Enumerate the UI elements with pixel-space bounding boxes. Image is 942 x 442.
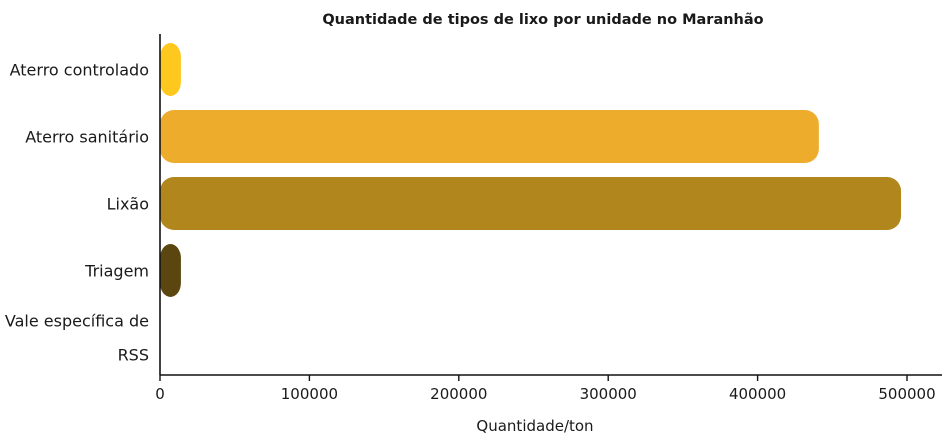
- bar-0: [160, 43, 181, 96]
- x-tick-label-3: 300000: [580, 385, 637, 403]
- bar-3: [160, 244, 181, 297]
- category-label-1: Aterro sanitário: [25, 128, 149, 147]
- bar-2: [160, 177, 902, 230]
- category-label-4-line-0: Vale específica de: [5, 312, 149, 331]
- x-tick-label-2: 200000: [430, 385, 487, 403]
- bars-group: [160, 43, 902, 297]
- chart-title: Quantidade de tipos de lixo por unidade …: [322, 12, 763, 28]
- bar-1: [160, 110, 819, 163]
- x-tick-label-5: 500000: [878, 385, 935, 403]
- category-label-3: Triagem: [84, 262, 149, 281]
- x-axis-ticks: 0 100000 200000 300000 400000 500000: [155, 375, 936, 403]
- x-axis-title: Quantidade/ton: [476, 417, 593, 435]
- x-tick-label-1: 100000: [281, 385, 338, 403]
- category-label-0: Aterro controlado: [10, 61, 149, 80]
- x-tick-label-0: 0: [155, 385, 165, 403]
- x-tick-label-4: 400000: [729, 385, 786, 403]
- category-label-2: Lixão: [107, 195, 149, 214]
- category-labels: Aterro controlado Aterro sanitário Lixão Tr…: [5, 61, 149, 365]
- category-label-4-line-1: RSS: [118, 346, 149, 365]
